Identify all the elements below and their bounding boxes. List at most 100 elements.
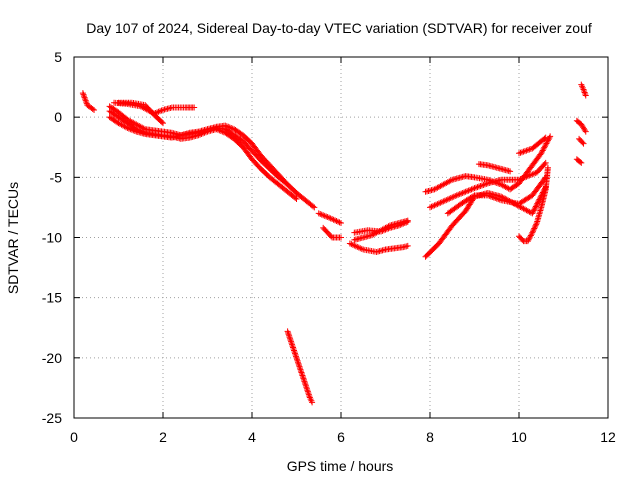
data-point — [432, 201, 439, 208]
data-point — [431, 202, 438, 209]
data-point — [155, 108, 162, 115]
data-point — [201, 127, 208, 134]
y-tick-label: -25 — [42, 410, 62, 426]
data-point — [543, 140, 550, 147]
data-point — [404, 218, 411, 225]
data-point — [318, 211, 325, 218]
data-point — [484, 192, 491, 199]
y-tick-label: -10 — [42, 230, 62, 246]
data-point — [329, 216, 336, 223]
data-point — [324, 214, 331, 221]
data-point — [197, 129, 204, 136]
data-point — [379, 227, 386, 234]
data-point — [470, 193, 477, 200]
data-point — [447, 177, 454, 184]
data-point — [333, 218, 340, 225]
data-point — [530, 226, 537, 233]
data-point — [517, 176, 524, 183]
x-tick-label: 8 — [426, 429, 434, 445]
data-point — [532, 203, 539, 210]
data-point — [323, 213, 330, 220]
data-point — [449, 194, 456, 201]
x-tick-label: 10 — [511, 429, 527, 445]
data-point — [450, 193, 457, 200]
data-point — [336, 219, 343, 226]
data-point — [311, 204, 318, 211]
data-point — [542, 134, 549, 141]
data-point — [487, 193, 494, 200]
data-point — [284, 181, 291, 188]
data-point — [452, 193, 459, 200]
data-point — [507, 168, 514, 175]
data-point — [490, 194, 497, 201]
data-point — [489, 193, 496, 200]
series-track-u — [576, 135, 587, 147]
data-point — [579, 139, 586, 146]
data-point — [461, 189, 468, 196]
data-point — [400, 220, 407, 227]
data-point — [357, 245, 364, 252]
data-point — [527, 171, 534, 178]
data-point — [338, 234, 344, 241]
data-point — [533, 202, 540, 209]
x-axis-label: GPS time / hours — [287, 458, 394, 474]
y-tick-label: -20 — [42, 350, 62, 366]
data-point — [523, 147, 530, 154]
data-point — [91, 106, 98, 113]
data-point — [464, 188, 471, 195]
data-point — [521, 174, 528, 181]
data-point — [462, 188, 469, 195]
data-point — [468, 186, 475, 193]
data-point — [470, 185, 477, 192]
data-point — [526, 172, 533, 179]
data-point — [335, 218, 342, 225]
x-tick-label: 4 — [248, 429, 256, 445]
data-point — [492, 195, 499, 202]
data-point — [191, 104, 198, 111]
data-point — [542, 159, 549, 166]
data-point — [518, 175, 525, 182]
data-point — [544, 139, 551, 146]
data-point — [495, 196, 502, 203]
data-point — [529, 229, 536, 236]
data-point — [200, 128, 207, 135]
data-point — [326, 214, 333, 221]
series-track-q — [475, 161, 514, 175]
data-point — [429, 203, 436, 210]
data-point — [526, 146, 533, 153]
data-point — [428, 203, 435, 210]
data-point — [529, 210, 536, 217]
data-point — [542, 141, 549, 148]
data-point — [458, 190, 465, 197]
data-point — [523, 173, 530, 180]
data-point — [529, 171, 536, 178]
data-point — [283, 180, 290, 187]
y-tick-label: 0 — [54, 109, 62, 125]
data-point — [447, 195, 454, 202]
data-point — [534, 199, 541, 206]
data-point — [385, 225, 392, 232]
data-point — [444, 196, 451, 203]
data-point — [517, 149, 524, 156]
series-track-p — [444, 174, 549, 217]
data-point — [459, 189, 466, 196]
data-point — [228, 124, 235, 131]
data-point — [160, 120, 166, 127]
data-point — [381, 227, 388, 234]
data-point — [538, 148, 545, 155]
data-point — [338, 220, 344, 227]
data-point — [521, 148, 528, 155]
data-point — [524, 147, 531, 154]
data-point — [530, 209, 537, 216]
data-point — [456, 191, 463, 198]
data-point — [330, 216, 337, 223]
series-track-c — [106, 108, 300, 202]
data-point — [516, 150, 522, 157]
data-point — [382, 226, 389, 233]
series-track-t — [573, 117, 589, 135]
data-point — [320, 212, 327, 219]
data-point — [541, 143, 548, 150]
series-track-r — [516, 164, 551, 245]
data-point — [535, 197, 542, 204]
data-point — [397, 221, 404, 228]
